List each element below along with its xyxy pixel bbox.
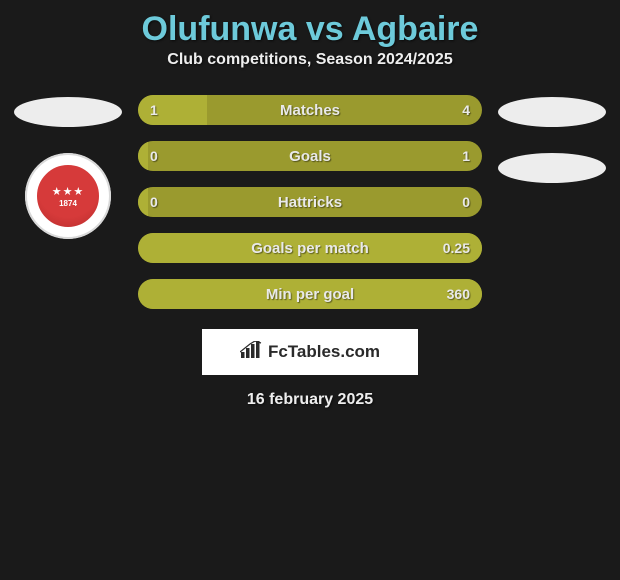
left-flag-icon — [14, 97, 122, 127]
stat-left-value: 0 — [150, 194, 158, 210]
badge-year: 1874 — [59, 199, 77, 208]
left-club-badge-icon: ★★★ 1874 — [25, 153, 111, 239]
left-column: ★★★ 1874 — [14, 95, 122, 239]
date-text: 16 february 2025 — [0, 391, 620, 409]
right-flag-icon — [498, 97, 606, 127]
right-flag-2-icon — [498, 153, 606, 183]
chart-bars-icon — [240, 341, 262, 364]
badge-stars: ★★★ — [52, 185, 85, 198]
stat-right-value: 1 — [462, 148, 470, 164]
logo-text: FcTables.com — [268, 342, 380, 362]
stat-bar: 1Matches4 — [138, 95, 482, 125]
stat-label: Hattricks — [138, 194, 482, 211]
stat-bar-fill — [138, 187, 148, 217]
right-column — [498, 95, 606, 183]
stat-bar-fill — [138, 95, 207, 125]
badge-inner-icon: ★★★ 1874 — [34, 162, 102, 230]
comparison-widget: Olufunwa vs Agbaire Club competitions, S… — [0, 0, 620, 409]
stat-bar: 0Goals1 — [138, 141, 482, 171]
stat-right-value: 4 — [462, 102, 470, 118]
stat-bar: Min per goal360 — [138, 279, 482, 309]
stat-bar: 0Hattricks0 — [138, 187, 482, 217]
page-title: Olufunwa vs Agbaire — [0, 4, 620, 51]
main-row: ★★★ 1874 1Matches40Goals10Hattricks0Goal… — [0, 95, 620, 309]
fctables-logo[interactable]: FcTables.com — [202, 329, 418, 375]
stat-right-value: 0 — [462, 194, 470, 210]
stats-bars: 1Matches40Goals10Hattricks0Goals per mat… — [138, 95, 482, 309]
page-subtitle: Club competitions, Season 2024/2025 — [0, 51, 620, 95]
stat-label: Goals — [138, 148, 482, 165]
stat-bar-fill — [138, 233, 482, 263]
stat-left-value: 0 — [150, 148, 158, 164]
stat-bar-fill — [138, 279, 482, 309]
stat-bar-fill — [138, 141, 148, 171]
stat-bar: Goals per match0.25 — [138, 233, 482, 263]
